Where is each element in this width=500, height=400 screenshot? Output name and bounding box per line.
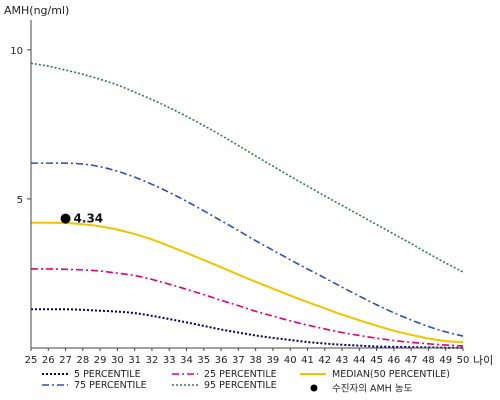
x-tick-label: 41 [301, 355, 314, 366]
legend-label: 수진자의 AMH 농도 [332, 384, 413, 395]
x-tick-label: 33 [163, 355, 176, 366]
legend-item-p50: MEDIAN(50 PERCENTILE) [300, 369, 450, 380]
x-tick-label: 40 [284, 355, 297, 366]
x-tick-label: 29 [94, 355, 107, 366]
series-line-p50 [30, 221, 464, 344]
x-tick-label: 34 [180, 355, 193, 366]
x-tick-label: 32 [146, 355, 159, 366]
x-tick-label: 38 [249, 355, 262, 366]
x-tick-label: 49 [439, 355, 452, 366]
legend: 5 PERCENTILE 25 PERCENTILE MEDIAN(50 PERCE… [42, 369, 450, 395]
x-tick-label: 26 [42, 355, 55, 366]
patient-amh-value-label: 4.34 [74, 212, 104, 226]
series-line-p25 [30, 268, 464, 347]
x-tick-label: 25 [25, 355, 38, 366]
x-tick-label: 35 [197, 355, 210, 366]
legend-item-p75: 75 PERCENTILE [42, 380, 147, 391]
x-tick-label: 30 [111, 355, 124, 366]
legend-item-p25: 25 PERCENTILE [172, 369, 277, 380]
legend-item-p95: 95 PERCENTILE [172, 380, 277, 391]
x-tick-label: 46 [388, 355, 401, 366]
legend-item-marker: 수진자의 AMH 농도 [310, 384, 413, 395]
y-tick-label: 5 [17, 195, 23, 206]
x-tick-label: 36 [215, 355, 228, 366]
x-tick-label: 42 [318, 355, 331, 366]
x-tick-label: 39 [267, 355, 280, 366]
x-tick-label: 31 [128, 355, 141, 366]
axes: AMH(ng/ml) 나이 5 10 25 26 27 28 29 30 31 32 33 34 35 3… [4, 4, 493, 367]
legend-label: 5 PERCENTILE [74, 369, 141, 380]
series-layer [30, 62, 464, 349]
x-tick-label: 27 [59, 355, 72, 366]
legend-label: 95 PERCENTILE [204, 380, 277, 391]
legend-label: 75 PERCENTILE [74, 380, 147, 391]
y-tick-label: 10 [10, 46, 23, 57]
legend-swatch-marker [310, 384, 318, 392]
legend-label: MEDIAN(50 PERCENTILE) [332, 369, 450, 380]
x-tick-label: 28 [76, 355, 89, 366]
legend-item-p5: 5 PERCENTILE [42, 369, 141, 380]
series-line-p5 [31, 308, 464, 349]
marker-layer: 4.34 [60, 212, 104, 226]
x-tick-label: 48 [422, 355, 435, 366]
x-tick-label: 45 [370, 355, 383, 366]
y-axis-label: AMH(ng/ml) [4, 4, 69, 17]
x-tick-label: 47 [405, 355, 418, 366]
x-tick-label: 43 [336, 355, 349, 366]
x-axis-label: 나이 [473, 354, 493, 367]
x-tick-label: 37 [232, 355, 245, 366]
x-tick-label: 44 [353, 355, 366, 366]
legend-label: 25 PERCENTILE [204, 369, 277, 380]
series-line-p75 [31, 162, 464, 337]
patient-amh-marker [60, 213, 71, 224]
x-tick-label: 50 [457, 355, 470, 366]
series-line-p95 [30, 62, 464, 273]
